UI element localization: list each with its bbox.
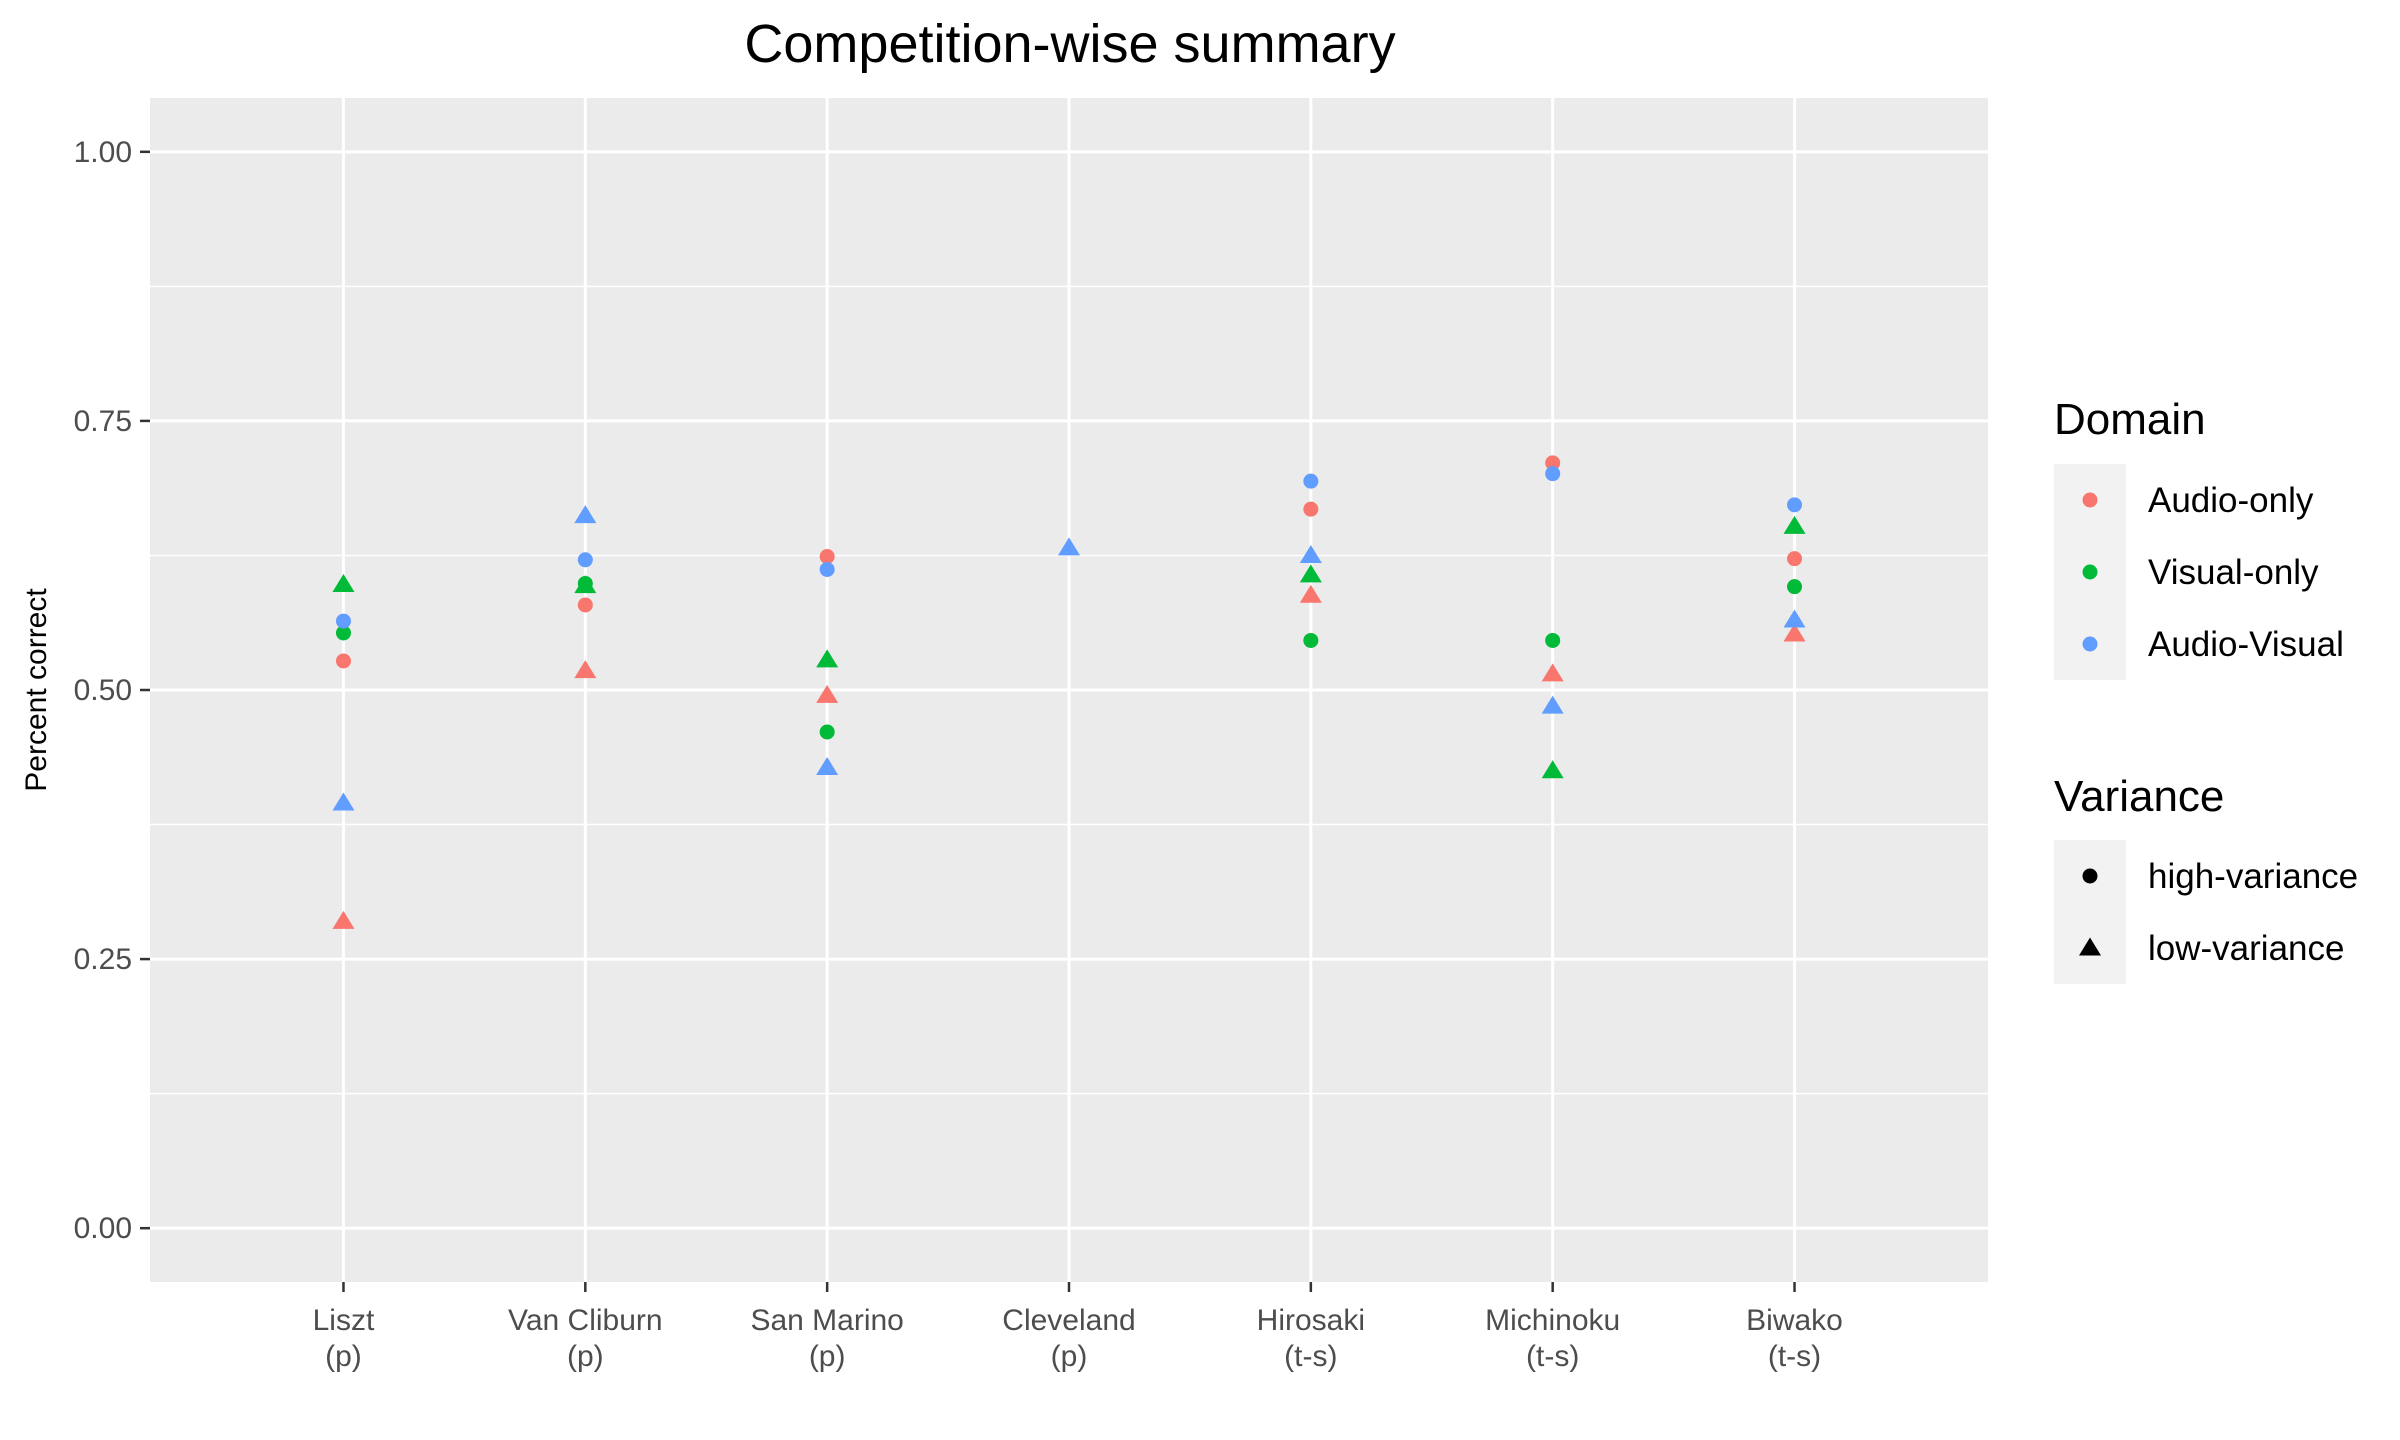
x-tick-sublabel: (p)	[1051, 1340, 1088, 1373]
x-tick-sublabel: (t-s)	[1284, 1340, 1337, 1373]
data-point-circle	[1545, 455, 1561, 471]
grid-lines	[150, 98, 1988, 1282]
x-tick-label: San Marino	[750, 1304, 903, 1337]
data-point-circle	[1303, 632, 1319, 648]
legend-variance-key	[2082, 868, 2098, 884]
data-point-triangle	[1541, 663, 1564, 682]
legend-domain-key	[2082, 636, 2098, 652]
legend-domain-label: Visual-only	[2148, 553, 2319, 592]
y-axis: 0.00 0.25 0.50 0.75 1.00	[74, 136, 150, 1245]
chart-title: Competition-wise summary	[744, 14, 1395, 74]
data-point-circle	[819, 549, 835, 565]
data-point-circle	[1303, 473, 1319, 489]
legend-variance-key	[2079, 937, 2101, 956]
legend-domain-key	[2082, 492, 2098, 508]
x-tick-label: Biwako	[1746, 1304, 1843, 1337]
x-tick-label: Cleveland	[1002, 1304, 1135, 1337]
legend-variance-label: high-variance	[2148, 857, 2358, 896]
data-point-triangle	[332, 910, 355, 929]
data-point-circle	[1303, 501, 1319, 517]
data-point-circle	[335, 625, 351, 641]
data-point-triangle	[1541, 695, 1564, 714]
legend-domain-label: Audio-Visual	[2148, 625, 2344, 664]
x-tick-sublabel: (t-s)	[1768, 1340, 1821, 1373]
data-point-circle	[335, 613, 351, 629]
data-point-circle	[819, 724, 835, 740]
data-point-triangle	[1783, 609, 1806, 628]
data-point-triangle	[1541, 760, 1564, 779]
legend: Domain Audio-only Visual-only Audio-Visual…	[2054, 395, 2358, 984]
data-point-triangle	[332, 792, 355, 811]
data-point-triangle	[1783, 623, 1806, 642]
x-tick-sublabel: (t-s)	[1526, 1340, 1579, 1373]
x-tick-label: Hirosaki	[1257, 1304, 1365, 1337]
data-point-triangle	[816, 684, 839, 703]
data-point-circle	[1545, 632, 1561, 648]
legend-domain-title: Domain	[2054, 395, 2206, 444]
x-tick-label: Michinoku	[1485, 1304, 1620, 1337]
x-tick-sublabel: (p)	[567, 1340, 604, 1373]
data-point-triangle	[1299, 544, 1322, 563]
legend-domain-label: Audio-only	[2148, 481, 2314, 520]
x-tick-label: Van Cliburn	[508, 1304, 663, 1337]
x-tick-sublabel: (p)	[325, 1340, 362, 1373]
data-point-triangle	[574, 575, 597, 594]
legend-variance-keys-bg	[2054, 840, 2126, 984]
legend-domain-items: Audio-only Visual-only Audio-Visual	[2082, 481, 2344, 664]
x-axis: Liszt(p)Van Cliburn(p)San Marino(p)Cleve…	[313, 1282, 1843, 1373]
legend-variance-title: Variance	[2054, 772, 2224, 821]
x-tick-label: Liszt	[313, 1304, 375, 1337]
data-point-triangle	[1299, 584, 1322, 603]
data-point-triangle	[574, 505, 597, 524]
data-point-triangle	[1783, 515, 1806, 534]
data-point-triangle	[1299, 564, 1322, 583]
data-point-circle	[335, 653, 351, 669]
data-point-circle	[1787, 497, 1803, 513]
legend-variance-items: high-variance low-variance	[2079, 857, 2358, 968]
data-point-circle	[577, 597, 593, 613]
y-tick-label: 1.00	[74, 136, 132, 169]
data-point-circle	[819, 561, 835, 577]
y-tick-label: 0.00	[74, 1212, 132, 1245]
y-tick-label: 0.50	[74, 674, 132, 707]
legend-domain-key	[2082, 564, 2098, 580]
y-tick-label: 0.75	[74, 405, 132, 438]
data-point-triangle	[816, 649, 839, 668]
x-tick-sublabel: (p)	[809, 1340, 846, 1373]
y-axis-label: Percent correct	[20, 588, 53, 792]
data-point-triangle	[1058, 537, 1080, 556]
data-point-circle	[1545, 466, 1561, 482]
data-point-circle	[1787, 551, 1803, 567]
data-point-triangle	[574, 660, 597, 679]
data-point-circle	[1787, 579, 1803, 595]
data-point-triangle	[332, 574, 355, 593]
data-points	[332, 455, 1806, 929]
y-tick-label: 0.25	[74, 943, 132, 976]
data-point-triangle	[816, 756, 839, 775]
data-point-circle	[577, 552, 593, 568]
legend-variance-label: low-variance	[2148, 929, 2344, 968]
